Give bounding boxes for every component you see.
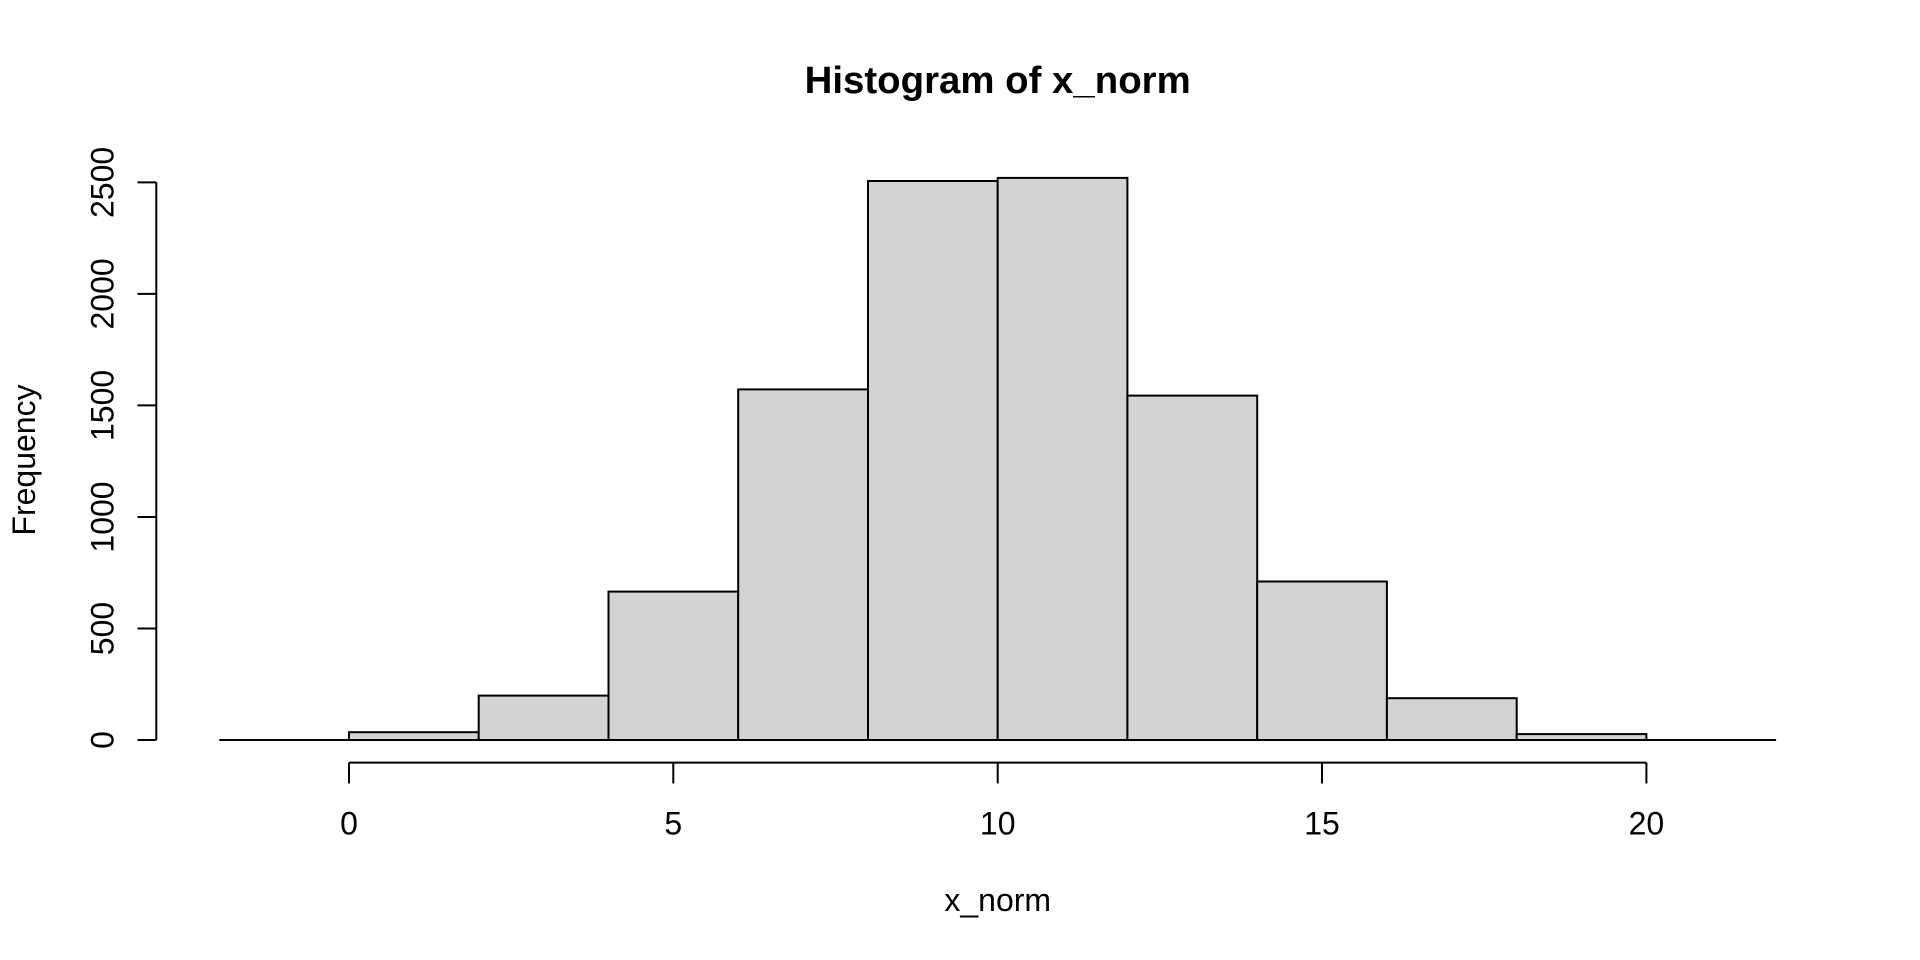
svg-text:15: 15: [1304, 806, 1340, 842]
svg-text:2500: 2500: [85, 147, 121, 218]
svg-text:20: 20: [1629, 806, 1665, 842]
svg-text:1000: 1000: [85, 481, 121, 552]
svg-text:Frequency: Frequency: [6, 384, 42, 535]
svg-text:500: 500: [85, 602, 121, 655]
svg-text:1500: 1500: [85, 370, 121, 441]
svg-text:5: 5: [664, 806, 682, 842]
svg-text:2000: 2000: [85, 258, 121, 329]
svg-text:10: 10: [980, 806, 1016, 842]
svg-text:0: 0: [340, 806, 358, 842]
svg-text:x_norm: x_norm: [944, 882, 1051, 918]
svg-text:0: 0: [85, 731, 121, 749]
svg-text:Histogram of x_norm: Histogram of x_norm: [805, 59, 1191, 102]
